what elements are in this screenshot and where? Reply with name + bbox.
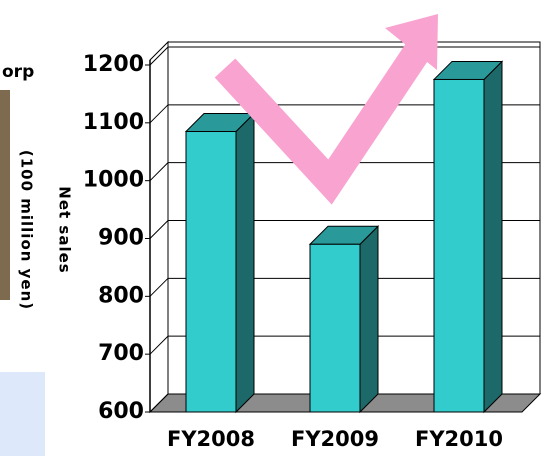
y-tick-label: 1000 [83,168,144,193]
grid-line [149,335,540,355]
x-tick-label: FY2010 [415,427,503,451]
bar [185,131,237,413]
bar-side [235,112,255,414]
y-tick-label: 900 [98,226,144,251]
grid-line [149,220,540,239]
plot: 600 700 800 900 1000 1100 1200 FY2008 FY2009 FY20… [83,40,542,451]
grid-line [149,104,540,124]
y-tick-label: 700 [98,341,144,366]
trend-arrowhead [385,14,438,70]
side-text: orp [2,62,34,82]
bar [433,78,485,413]
grid-line [149,393,540,413]
trend-arrow [214,32,437,205]
y-axis-label: Net sales [56,186,74,273]
grid-line [149,277,540,297]
x-tick-label: FY2008 [167,427,255,451]
bar-side [359,225,379,414]
x-tick-label: FY2009 [291,427,379,451]
y-tick-label: 600 [98,399,144,424]
grid-line [149,162,540,182]
bar [309,243,361,413]
y-axis-label: (100 million yen) [18,150,36,310]
y-tick-label: 1100 [83,110,144,135]
bar-side [483,60,503,414]
y-tick-label: 1200 [83,52,144,77]
y-tick-label: 800 [98,283,144,308]
photo [0,90,10,300]
side-wall [149,40,169,414]
side-panel [0,372,45,456]
